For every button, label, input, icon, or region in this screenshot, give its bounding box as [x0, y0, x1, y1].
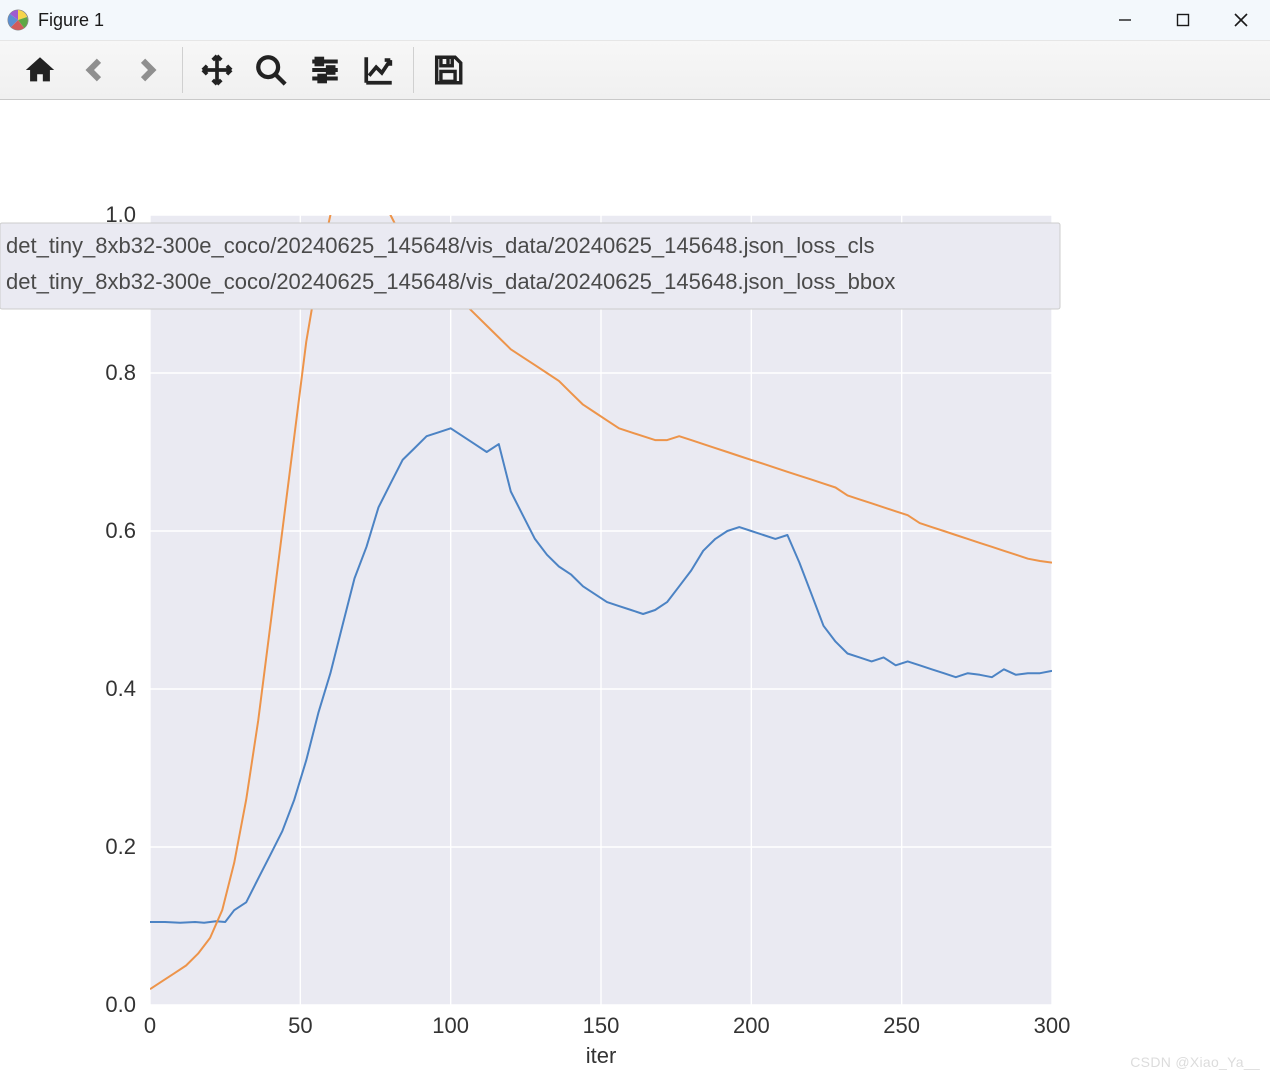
close-button[interactable]: [1212, 0, 1270, 40]
arrow-r-icon: [131, 53, 165, 87]
xtick-label: 300: [1034, 1013, 1071, 1038]
matplotlib-icon: [6, 8, 30, 32]
zoom-button[interactable]: [245, 44, 297, 96]
ytick-label: 0.0: [105, 992, 136, 1017]
titlebar: Figure 1: [0, 0, 1270, 40]
legend-entry: det_tiny_8xb32-300e_coco/20240625_145648…: [6, 233, 875, 258]
xtick-label: 150: [583, 1013, 620, 1038]
xtick-label: 250: [883, 1013, 920, 1038]
toolbar-separator: [413, 47, 414, 93]
ytick-label: 0.8: [105, 360, 136, 385]
home-button[interactable]: [14, 44, 66, 96]
window-controls: [1096, 0, 1270, 40]
ytick-label: 0.4: [105, 676, 136, 701]
figure-canvas[interactable]: 0501001502002503000.00.20.40.60.81.0iter…: [0, 100, 1270, 1074]
xtick-label: 200: [733, 1013, 770, 1038]
chart-icon: [362, 53, 396, 87]
maximize-button[interactable]: [1154, 0, 1212, 40]
window-title: Figure 1: [38, 10, 104, 31]
ytick-label: 0.2: [105, 834, 136, 859]
xtick-label: 0: [144, 1013, 156, 1038]
subplots-button[interactable]: [299, 44, 351, 96]
search-icon: [254, 53, 288, 87]
watermark-text: CSDN @Xiao_Ya__: [1130, 1054, 1260, 1070]
legend-entry: det_tiny_8xb32-300e_coco/20240625_145648…: [6, 269, 895, 294]
minimize-button[interactable]: [1096, 0, 1154, 40]
forward-button[interactable]: [122, 44, 174, 96]
x-axis-label: iter: [586, 1043, 617, 1068]
back-button[interactable]: [68, 44, 120, 96]
save-button[interactable]: [422, 44, 474, 96]
toolbar-separator: [182, 47, 183, 93]
toolbar: [0, 40, 1270, 100]
move-icon: [200, 53, 234, 87]
sliders-icon: [308, 53, 342, 87]
ytick-label: 0.6: [105, 518, 136, 543]
save-icon: [431, 53, 465, 87]
xtick-label: 100: [432, 1013, 469, 1038]
pan-button[interactable]: [191, 44, 243, 96]
axes-edit-button[interactable]: [353, 44, 405, 96]
xtick-label: 50: [288, 1013, 312, 1038]
plot-svg: 0501001502002503000.00.20.40.60.81.0iter…: [0, 100, 1270, 1074]
home-icon: [23, 53, 57, 87]
arrow-l-icon: [77, 53, 111, 87]
